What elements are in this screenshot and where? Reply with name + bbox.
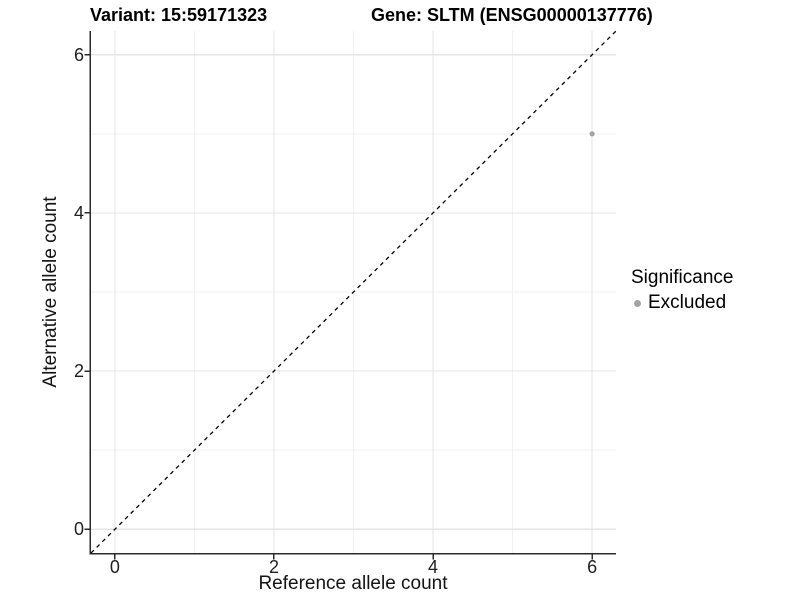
plot-title-gene: Gene: SLTM (ENSG00000137776) [371, 5, 653, 25]
legend-marker-circle-icon [634, 299, 641, 307]
y-axis-label: Alternative allele count [40, 196, 61, 388]
x-tick-label: 6 [587, 557, 598, 577]
y-tick-label: 4 [73, 202, 84, 223]
plot-title-variant: Variant: 15:59171323 [90, 5, 268, 25]
y-tick-label: 0 [73, 519, 84, 540]
legend-title: Significance [631, 267, 734, 288]
legend: Significance Excluded [631, 267, 733, 314]
x-tick-label: 0 [109, 557, 120, 577]
y-tick-label: 6 [73, 44, 84, 65]
y-tick-label: 2 [73, 361, 84, 382]
legend-entry-label: Excluded [648, 292, 727, 313]
legend-entries: Excluded [631, 292, 733, 314]
x-tick-label: 4 [428, 557, 439, 577]
identity-dashed-line [90, 30, 617, 554]
x-axis-label: Reference allele count [258, 573, 448, 594]
x-tick-label: 2 [268, 557, 279, 577]
data-point [589, 131, 595, 137]
legend-entry: Excluded [631, 292, 733, 314]
